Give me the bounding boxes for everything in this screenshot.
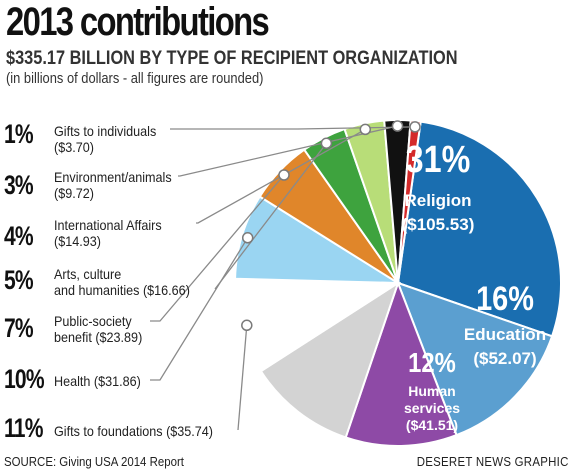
slice-label-education-1: Education [464, 325, 546, 344]
leader-public-society-benefit [150, 174, 285, 322]
source-note: SOURCE: Giving USA 2014 Report [4, 454, 184, 469]
units-note: (in billions of dollars - all figures ar… [6, 70, 264, 87]
legend-value-gifts-to-individuals: ($3.70) [54, 139, 94, 155]
legend-pct-public-society: 7% [4, 313, 34, 343]
leader-lines [150, 120, 421, 431]
legend-pct-arts-culture: 5% [4, 265, 34, 295]
leader-dot-public-society-benefit [278, 169, 290, 181]
legend-value-public-society: benefit ($23.89) [54, 329, 143, 345]
legend-label-health: Health ($31.86) [54, 373, 141, 389]
legend-label-gifts-to-individuals: Gifts to individuals [54, 123, 157, 139]
slice-gifts-to-foundations [234, 277, 402, 373]
slice-label-education-0: 16% [476, 279, 534, 318]
chart-subtitle: $335.17 BILLION BY TYPE OF RECIPIENT ORG… [6, 48, 458, 69]
slice-label-religion-2: ($105.53) [402, 215, 475, 234]
legend-pct-international-affairs: 4% [4, 221, 34, 251]
leader-dot-environment-animals [391, 120, 404, 132]
slice-gifts-to-individuals [397, 119, 422, 284]
slice-label-human-services-1: Human [408, 383, 455, 399]
leader-dot-arts-culture-and-humanities [320, 137, 333, 150]
legend-label-arts-culture: Arts, culture [54, 266, 122, 282]
legend-pct-health: 10% [4, 364, 45, 394]
slice-label-human-services-3: ($41.51) [406, 417, 458, 433]
pie-slices [234, 118, 562, 447]
legend-label-gifts-to-foundations: Gifts to foundations ($35.74) [54, 423, 214, 439]
slice-label-religion-0: 31% [406, 139, 471, 181]
leader-dot-health [241, 232, 254, 244]
slice-label-religion-1: Religion [404, 191, 471, 210]
leader-health [150, 237, 249, 381]
slice-education [396, 281, 554, 437]
legend-pct-environment: 3% [4, 170, 34, 200]
legend-pct-gifts-to-foundations: 11% [4, 413, 43, 443]
legend-pct-gifts-to-individuals: 1% [4, 119, 34, 149]
slice-health [234, 195, 402, 285]
legend-label-international-affairs: International Affairs [54, 217, 162, 233]
graphic-credit: DESERET NEWS GRAPHIC [417, 454, 569, 469]
slice-label-education-2: ($52.07) [473, 349, 536, 368]
legend-value-international-affairs: ($14.93) [54, 233, 101, 249]
leader-international-affairs [196, 128, 366, 224]
slice-label-human-services-0: 12% [408, 346, 456, 378]
legend-value-arts-culture: and humanities ($16.66) [54, 282, 190, 298]
legend-label-public-society: Public-society [54, 313, 132, 329]
slice-human-services [344, 280, 458, 447]
leader-dot-international-affairs [359, 123, 372, 136]
slice-unlabeled [259, 280, 400, 439]
leader-dot-gifts-to-foundations [241, 319, 253, 332]
leader-dot-gifts-to-individuals [409, 121, 421, 133]
slice-label-human-services-2: services [404, 400, 460, 416]
leader-gifts-to-foundations [237, 325, 248, 431]
leader-gifts-to-individuals [170, 126, 416, 130]
leader-arts-culture-and-humanities [214, 142, 327, 290]
slice-labels: 31% Religion ($105.53) 16% Education ($52.07)… [402, 139, 546, 433]
slice-religion [396, 120, 562, 338]
chart-title: 2013 contributions [6, 0, 270, 44]
legend-value-environment: ($9.72) [54, 185, 94, 201]
legend-label-environment: Environment/animals [54, 169, 172, 185]
